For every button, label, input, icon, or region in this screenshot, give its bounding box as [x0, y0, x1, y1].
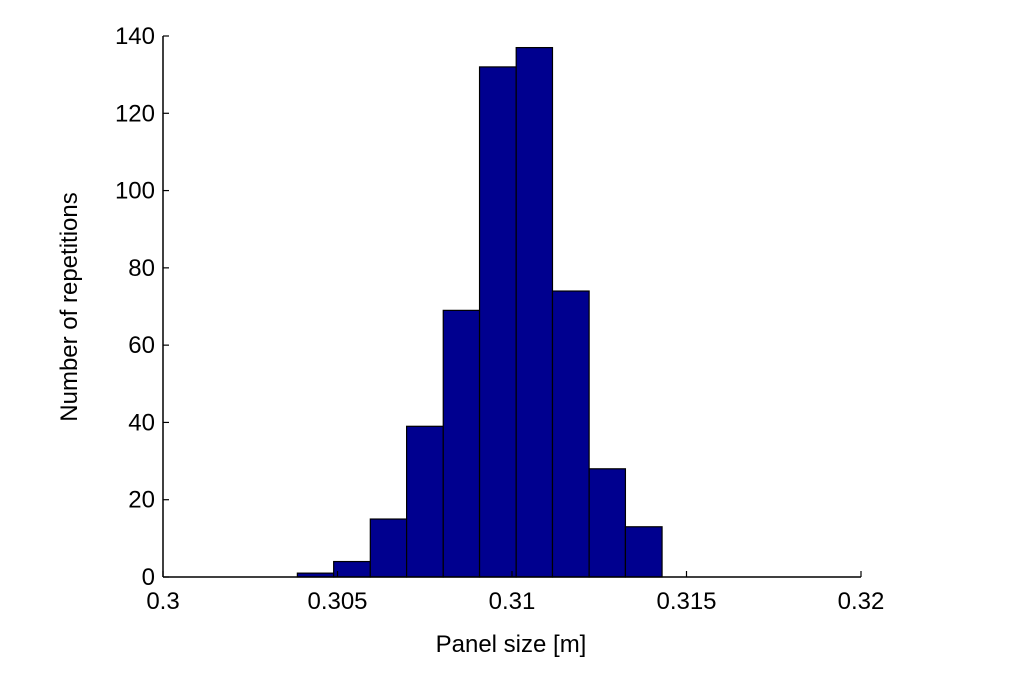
x-tick-label: 0.305	[307, 588, 367, 615]
histogram-bars	[296, 46, 663, 578]
histogram-bar	[369, 518, 408, 578]
histogram-bar	[515, 46, 554, 578]
y-tick-label: 60	[128, 332, 155, 359]
x-tick-label: 0.32	[838, 588, 885, 615]
y-tick-label: 100	[115, 178, 155, 205]
histogram-bar	[551, 290, 590, 578]
histogram-bar	[588, 468, 627, 578]
y-tick-label: 0	[142, 564, 155, 591]
histogram-bar	[333, 560, 371, 578]
y-tick-label: 120	[115, 100, 155, 127]
x-tick-label: 0.3	[146, 588, 179, 615]
y-tick-label: 140	[115, 23, 155, 50]
x-tick-label: 0.31	[489, 588, 536, 615]
y-tick-label: 80	[128, 255, 155, 282]
x-axis-label: Panel size [m]	[436, 631, 587, 658]
tick-marks-and-labels: 0.3 0.305 0.31 0.315 0.32 0 20 40 60 80 100 120 140	[115, 23, 884, 615]
y-tick-label: 20	[128, 487, 155, 514]
y-tick-label: 40	[128, 409, 155, 436]
y-axis-label: Number of repetitions	[56, 192, 83, 421]
histogram-bar	[406, 425, 444, 578]
x-tick-label: 0.315	[656, 588, 716, 615]
histogram-bar	[624, 526, 663, 578]
histogram-bar	[478, 66, 517, 578]
histogram-bar	[442, 309, 481, 578]
